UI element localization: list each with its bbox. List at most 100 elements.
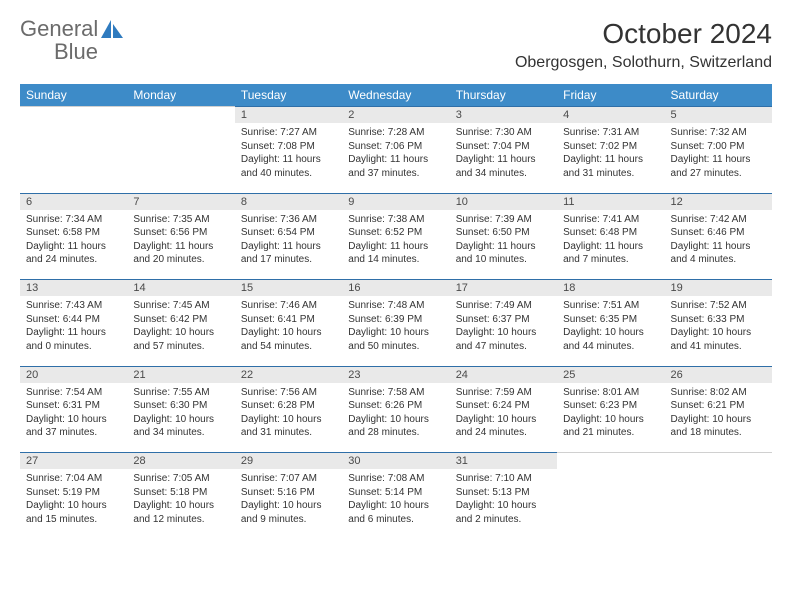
cell-line: Sunset: 5:14 PM bbox=[348, 486, 443, 500]
cell-line: Sunset: 6:42 PM bbox=[133, 313, 228, 327]
daycell: Sunrise: 7:43 AMSunset: 6:44 PMDaylight:… bbox=[20, 296, 127, 366]
cell-line: Sunrise: 7:48 AM bbox=[348, 299, 443, 313]
cell-line: Sunset: 6:37 PM bbox=[456, 313, 551, 327]
cell-line: Daylight: 10 hours bbox=[241, 499, 336, 513]
cell-line: Sunrise: 7:10 AM bbox=[456, 472, 551, 486]
cell-line: Sunrise: 7:42 AM bbox=[671, 213, 766, 227]
cell-line: Sunset: 6:50 PM bbox=[456, 226, 551, 240]
cell-line: and 41 minutes. bbox=[671, 340, 766, 354]
cell-line: Daylight: 10 hours bbox=[671, 413, 766, 427]
daynum: 18 bbox=[557, 280, 664, 297]
cell-line: Sunset: 6:48 PM bbox=[563, 226, 658, 240]
cell-line: Daylight: 10 hours bbox=[456, 326, 551, 340]
daycell: Sunrise: 7:46 AMSunset: 6:41 PMDaylight:… bbox=[235, 296, 342, 366]
cell-line: and 34 minutes. bbox=[456, 167, 551, 181]
cell-line: Sunset: 5:16 PM bbox=[241, 486, 336, 500]
daycell-empty bbox=[557, 469, 664, 539]
cell-line: Sunrise: 7:05 AM bbox=[133, 472, 228, 486]
cell-line: Sunrise: 7:08 AM bbox=[348, 472, 443, 486]
cell-line: and 31 minutes. bbox=[563, 167, 658, 181]
cell-line: Sunset: 6:46 PM bbox=[671, 226, 766, 240]
daynum: 12 bbox=[665, 193, 772, 210]
cell-line: and 12 minutes. bbox=[133, 513, 228, 527]
cell-line: and 14 minutes. bbox=[348, 253, 443, 267]
cell-line: and 37 minutes. bbox=[348, 167, 443, 181]
cell-line: Daylight: 11 hours bbox=[241, 240, 336, 254]
cell-line: Daylight: 10 hours bbox=[563, 326, 658, 340]
cell-line: and 47 minutes. bbox=[456, 340, 551, 354]
cell-line: Sunrise: 7:45 AM bbox=[133, 299, 228, 313]
cell-line: Daylight: 11 hours bbox=[456, 153, 551, 167]
cell-line: Sunrise: 7:52 AM bbox=[671, 299, 766, 313]
content-row: Sunrise: 7:54 AMSunset: 6:31 PMDaylight:… bbox=[20, 383, 772, 453]
cell-line: Daylight: 10 hours bbox=[456, 413, 551, 427]
cell-line: and 34 minutes. bbox=[133, 426, 228, 440]
cell-line: Daylight: 10 hours bbox=[671, 326, 766, 340]
cell-line: Sunrise: 7:55 AM bbox=[133, 386, 228, 400]
cell-line: Sunset: 6:52 PM bbox=[348, 226, 443, 240]
daycell: Sunrise: 7:59 AMSunset: 6:24 PMDaylight:… bbox=[450, 383, 557, 453]
daycell-empty bbox=[665, 469, 772, 539]
content-row: Sunrise: 7:34 AMSunset: 6:58 PMDaylight:… bbox=[20, 210, 772, 280]
day-header: Monday bbox=[127, 84, 234, 107]
daycell: Sunrise: 7:55 AMSunset: 6:30 PMDaylight:… bbox=[127, 383, 234, 453]
cell-line: Sunset: 6:41 PM bbox=[241, 313, 336, 327]
cell-line: Daylight: 11 hours bbox=[456, 240, 551, 254]
cell-line: and 20 minutes. bbox=[133, 253, 228, 267]
daycell: Sunrise: 7:32 AMSunset: 7:00 PMDaylight:… bbox=[665, 123, 772, 193]
content-row: Sunrise: 7:27 AMSunset: 7:08 PMDaylight:… bbox=[20, 123, 772, 193]
daycell: Sunrise: 7:38 AMSunset: 6:52 PMDaylight:… bbox=[342, 210, 449, 280]
calendar-table: SundayMondayTuesdayWednesdayThursdayFrid… bbox=[20, 84, 772, 539]
cell-line: Daylight: 11 hours bbox=[563, 153, 658, 167]
daycell: Sunrise: 7:51 AMSunset: 6:35 PMDaylight:… bbox=[557, 296, 664, 366]
daycell: Sunrise: 8:02 AMSunset: 6:21 PMDaylight:… bbox=[665, 383, 772, 453]
daycell: Sunrise: 7:28 AMSunset: 7:06 PMDaylight:… bbox=[342, 123, 449, 193]
cell-line: Sunset: 6:39 PM bbox=[348, 313, 443, 327]
cell-line: Sunset: 6:54 PM bbox=[241, 226, 336, 240]
daycell: Sunrise: 7:04 AMSunset: 5:19 PMDaylight:… bbox=[20, 469, 127, 539]
cell-line: Daylight: 11 hours bbox=[241, 153, 336, 167]
cell-line: Daylight: 11 hours bbox=[26, 240, 121, 254]
logo-word2: Blue bbox=[54, 39, 98, 64]
daycell: Sunrise: 7:07 AMSunset: 5:16 PMDaylight:… bbox=[235, 469, 342, 539]
daynum: 8 bbox=[235, 193, 342, 210]
cell-line: and 37 minutes. bbox=[26, 426, 121, 440]
cell-line: Sunset: 6:24 PM bbox=[456, 399, 551, 413]
cell-line: Daylight: 11 hours bbox=[133, 240, 228, 254]
header: General Blue October 2024 Obergosgen, So… bbox=[20, 18, 772, 72]
cell-line: and 50 minutes. bbox=[348, 340, 443, 354]
daycell: Sunrise: 7:45 AMSunset: 6:42 PMDaylight:… bbox=[127, 296, 234, 366]
cell-line: Daylight: 10 hours bbox=[133, 499, 228, 513]
day-header: Tuesday bbox=[235, 84, 342, 107]
daycell: Sunrise: 7:35 AMSunset: 6:56 PMDaylight:… bbox=[127, 210, 234, 280]
cell-line: Daylight: 10 hours bbox=[133, 326, 228, 340]
cell-line: and 40 minutes. bbox=[241, 167, 336, 181]
cell-line: Daylight: 10 hours bbox=[26, 413, 121, 427]
cell-line: and 54 minutes. bbox=[241, 340, 336, 354]
cell-line: Sunset: 5:13 PM bbox=[456, 486, 551, 500]
daynum-empty bbox=[20, 107, 127, 124]
daynum: 22 bbox=[235, 366, 342, 383]
daynum: 26 bbox=[665, 366, 772, 383]
cell-line: Sunrise: 8:02 AM bbox=[671, 386, 766, 400]
daynum: 15 bbox=[235, 280, 342, 297]
cell-line: Sunrise: 7:59 AM bbox=[456, 386, 551, 400]
daynum: 14 bbox=[127, 280, 234, 297]
cell-line: Sunrise: 7:28 AM bbox=[348, 126, 443, 140]
cell-line: and 24 minutes. bbox=[456, 426, 551, 440]
content-row: Sunrise: 7:04 AMSunset: 5:19 PMDaylight:… bbox=[20, 469, 772, 539]
cell-line: and 4 minutes. bbox=[671, 253, 766, 267]
logo-sail-icon bbox=[101, 20, 125, 45]
daynum-row: 12345 bbox=[20, 107, 772, 124]
cell-line: Sunrise: 7:32 AM bbox=[671, 126, 766, 140]
daynum: 5 bbox=[665, 107, 772, 124]
daynum: 13 bbox=[20, 280, 127, 297]
cell-line: Daylight: 11 hours bbox=[348, 240, 443, 254]
cell-line: Sunrise: 7:04 AM bbox=[26, 472, 121, 486]
cell-line: Daylight: 11 hours bbox=[671, 240, 766, 254]
cell-line: Sunset: 6:26 PM bbox=[348, 399, 443, 413]
cell-line: Daylight: 10 hours bbox=[563, 413, 658, 427]
daycell: Sunrise: 8:01 AMSunset: 6:23 PMDaylight:… bbox=[557, 383, 664, 453]
daynum: 17 bbox=[450, 280, 557, 297]
cell-line: and 21 minutes. bbox=[563, 426, 658, 440]
